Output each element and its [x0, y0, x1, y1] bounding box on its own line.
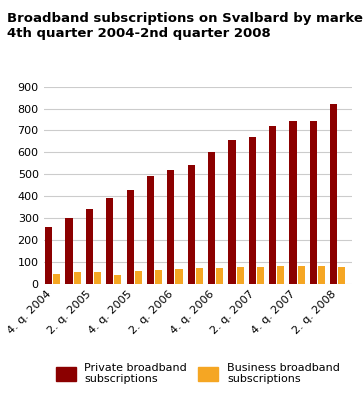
Bar	[175, 269, 183, 284]
Bar	[147, 177, 154, 284]
Bar	[196, 268, 203, 284]
Bar	[45, 227, 52, 284]
Bar	[94, 272, 101, 284]
Bar	[249, 137, 256, 284]
Bar	[277, 266, 284, 284]
Bar	[155, 270, 162, 284]
Bar	[53, 275, 60, 284]
Bar	[289, 121, 297, 284]
Text: Broadband subscriptions on Svalbard by market.
4th quarter 2004-2nd quarter 2008: Broadband subscriptions on Svalbard by m…	[7, 12, 363, 40]
Legend: Private broadband
subscriptions, Business broadband
subscriptions: Private broadband subscriptions, Busines…	[51, 358, 344, 388]
Bar	[269, 126, 276, 284]
Bar	[237, 267, 244, 284]
Bar	[65, 218, 73, 284]
Bar	[257, 268, 264, 284]
Bar	[216, 268, 223, 284]
Bar	[188, 165, 195, 284]
Bar	[330, 104, 337, 284]
Bar	[86, 209, 93, 284]
Bar	[167, 170, 174, 284]
Bar	[310, 121, 317, 284]
Bar	[114, 275, 122, 284]
Bar	[228, 140, 236, 284]
Bar	[338, 268, 346, 284]
Bar	[318, 266, 325, 284]
Bar	[135, 271, 142, 284]
Bar	[106, 198, 113, 284]
Bar	[127, 190, 134, 284]
Bar	[298, 266, 305, 284]
Bar	[74, 272, 81, 284]
Bar	[208, 152, 215, 284]
